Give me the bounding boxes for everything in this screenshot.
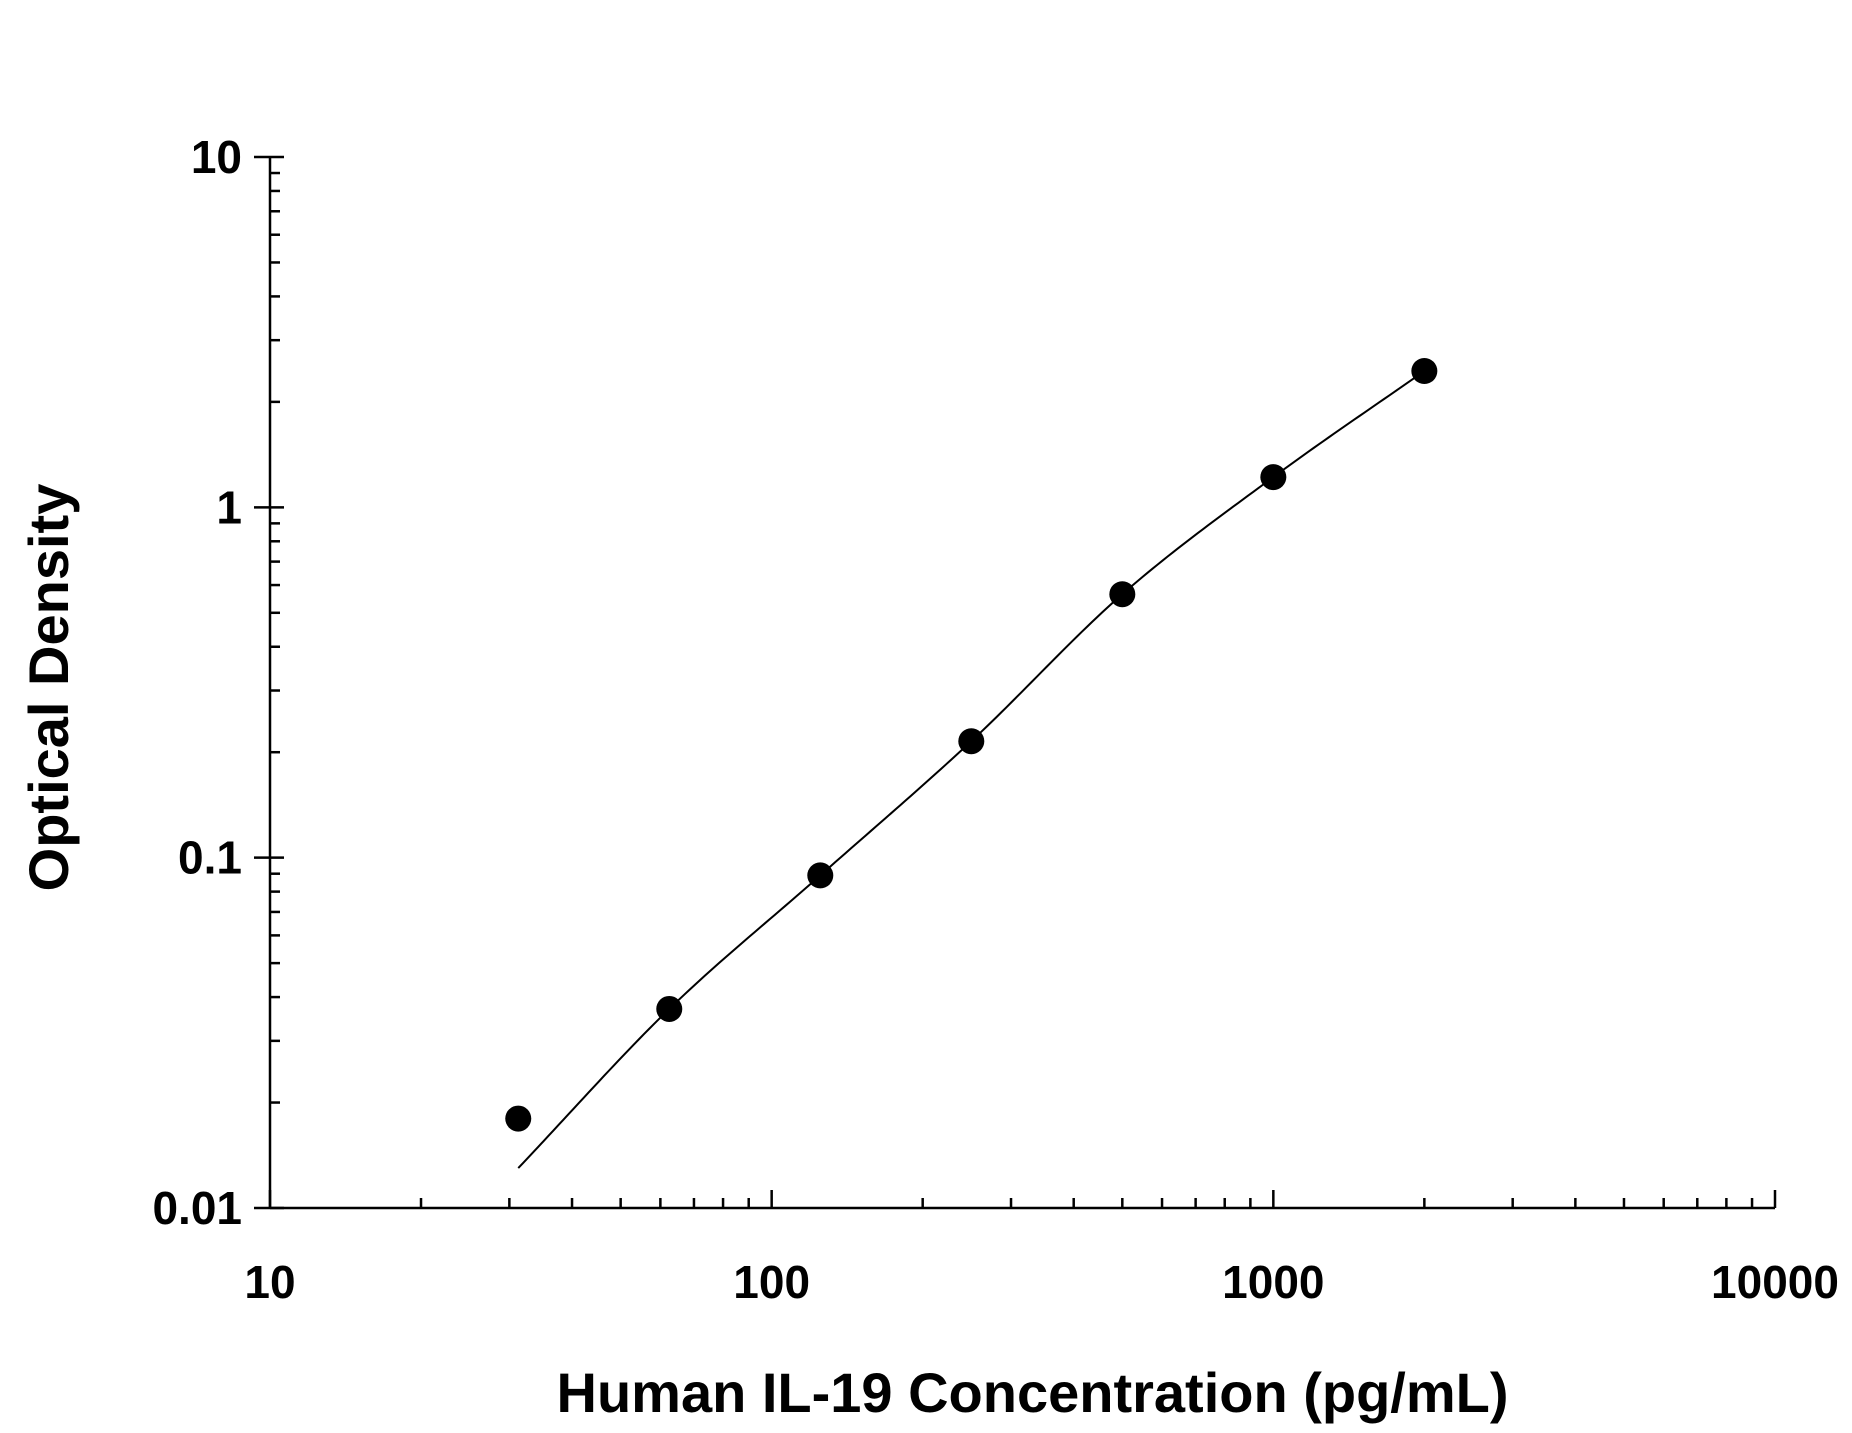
data-point xyxy=(656,995,683,1022)
data-point xyxy=(1109,581,1136,608)
data-point xyxy=(807,862,834,889)
y-tick-label: 0.01 xyxy=(152,1182,242,1234)
tick-labels: 10 100 1000 10000 0.01 0.1 1 10 xyxy=(152,131,1838,1308)
data-point xyxy=(1411,357,1438,384)
x-tick-label: 10000 xyxy=(1711,1256,1839,1308)
data-point xyxy=(505,1105,532,1132)
axes xyxy=(268,157,1775,1210)
fit-curve-line xyxy=(517,370,1425,1169)
x-axis-title: Human IL-19 Concentration (pg/mL) xyxy=(557,1361,1509,1424)
fit-curve-layer xyxy=(517,370,1425,1169)
ticks xyxy=(254,155,1777,1210)
y-axis-title: Optical Density xyxy=(17,484,80,892)
y-tick-label: 10 xyxy=(191,131,242,183)
data-point xyxy=(958,728,985,755)
x-tick-label: 100 xyxy=(733,1256,810,1308)
x-tick-label: 10 xyxy=(244,1256,295,1308)
y-tick-label: 0.1 xyxy=(178,832,242,884)
points-layer xyxy=(505,357,1438,1132)
data-point xyxy=(1260,464,1287,491)
x-tick-label: 1000 xyxy=(1222,1256,1324,1308)
y-tick-label: 1 xyxy=(216,481,242,533)
